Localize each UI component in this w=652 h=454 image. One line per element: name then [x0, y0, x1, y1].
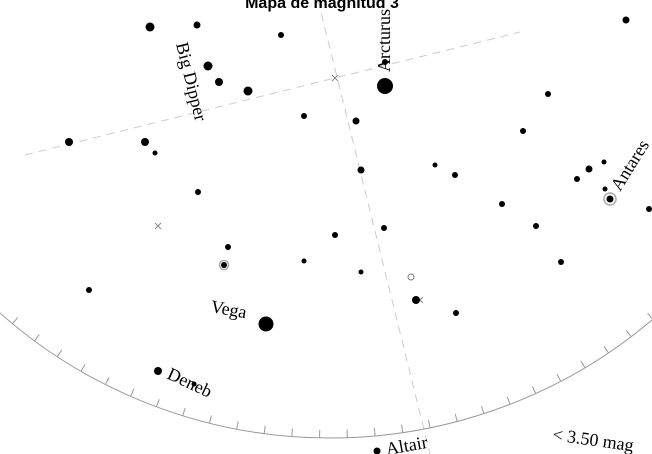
horizon-tick [506, 396, 511, 405]
star [358, 269, 364, 275]
star [243, 86, 253, 96]
horizon-tick [263, 425, 266, 434]
star [499, 201, 505, 207]
star [533, 223, 539, 229]
star [195, 189, 201, 195]
star [86, 287, 92, 293]
map-title: Mapa de magnitud 3 [245, 0, 399, 12]
star [585, 165, 593, 173]
star [558, 259, 564, 265]
star [221, 262, 227, 268]
star [352, 117, 360, 125]
star [601, 159, 607, 165]
star [225, 244, 231, 250]
star [65, 138, 73, 146]
star [381, 225, 387, 231]
star [453, 310, 459, 316]
star [145, 22, 155, 32]
horizon-tick [130, 388, 135, 397]
star [606, 195, 614, 203]
star [382, 59, 388, 65]
planet [407, 273, 415, 281]
star [193, 21, 201, 29]
star [412, 296, 420, 304]
star [191, 381, 197, 387]
star-label: Deneb [164, 363, 215, 401]
horizon-tick [480, 405, 485, 414]
grid-line [24, 31, 521, 156]
horizon-tick [12, 317, 19, 325]
horizon-tick [401, 424, 404, 433]
grid-cross [154, 222, 162, 230]
horizon-tick [155, 399, 160, 407]
horizon-tick [182, 407, 186, 416]
star-label: Vega [209, 296, 248, 322]
star [141, 138, 149, 146]
star [278, 32, 284, 38]
horizon [0, 312, 652, 439]
star [301, 113, 307, 119]
star [432, 162, 438, 168]
horizon-tick [603, 345, 609, 354]
horizon-tick [647, 312, 652, 320]
star [154, 367, 162, 375]
horizon-ticks [12, 74, 652, 438]
horizon-tick [291, 428, 293, 437]
star [622, 16, 630, 24]
star [646, 206, 652, 212]
star [301, 258, 307, 264]
star [258, 316, 274, 332]
horizon-tick [34, 334, 40, 342]
grid-cross [331, 74, 339, 82]
horizon-tick [556, 374, 562, 382]
asterism-label: Big Dipper [172, 40, 211, 123]
horizon-tick [580, 360, 586, 369]
star [357, 166, 365, 174]
magnitude-limit: < 3.50 mag [551, 424, 635, 454]
horizon-tick [105, 377, 110, 385]
horizon-tick [373, 427, 376, 436]
star [545, 91, 551, 97]
star-label: Antares [606, 136, 652, 194]
horizon-tick [531, 386, 537, 394]
star [373, 447, 381, 454]
star [574, 176, 580, 182]
star-label: Altair [384, 432, 429, 454]
star [203, 61, 213, 71]
horizon-tick [80, 364, 86, 372]
horizon-tick [209, 415, 212, 424]
star-label: Arcturus [374, 9, 394, 72]
star [152, 150, 158, 156]
star [520, 128, 526, 134]
horizon-tick [454, 413, 458, 422]
star [452, 172, 458, 178]
horizon-tick [625, 329, 632, 337]
stars [65, 16, 652, 454]
star [215, 78, 223, 86]
star [602, 186, 608, 192]
horizon-tick [236, 421, 239, 430]
horizon-tick [428, 419, 431, 428]
star [377, 78, 393, 94]
horizon-tick [56, 349, 63, 357]
star [332, 232, 338, 238]
